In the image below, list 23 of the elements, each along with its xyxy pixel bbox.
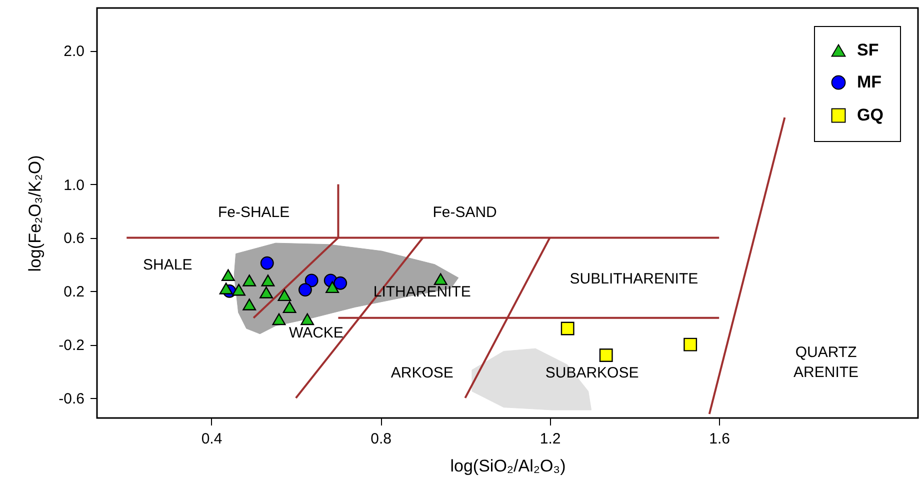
x-tick-label: 0.4 [201,430,222,448]
x-tick-label: 0.8 [370,430,392,448]
y-axis-title: log(Fe₂O₃/K₂O) [26,155,45,272]
y-tick-label: 1.0 [64,176,84,194]
annotation: ARKOSE [390,364,454,382]
y-tick-label: -0.2 [58,337,84,354]
legend-label: MF [857,72,882,92]
y-tick-label: 0.2 [64,284,84,301]
x-tick-label: 1.6 [709,430,730,448]
legend-label: SF [857,40,879,60]
annotation: WACKE [288,324,344,342]
annotation: SUBLITHARENITE [570,270,698,288]
x-tick-label: 1.2 [540,430,561,448]
annotation: SUBARKOSE [545,364,639,382]
legend-label: GQ [857,106,884,124]
y-tick-label: -0.6 [58,390,84,408]
y-tick-label: 0.6 [64,230,84,248]
annotation: Fe-SHALE [218,204,290,222]
x-axis-title: log(SiO₂/Al₂O₃) [450,456,566,476]
annotation: SHALE [143,256,192,274]
annotation: Fe-SAND [432,204,498,222]
annotation: QUARTZ ARENITE [794,344,859,381]
y-tick-label: 2.0 [64,43,84,60]
